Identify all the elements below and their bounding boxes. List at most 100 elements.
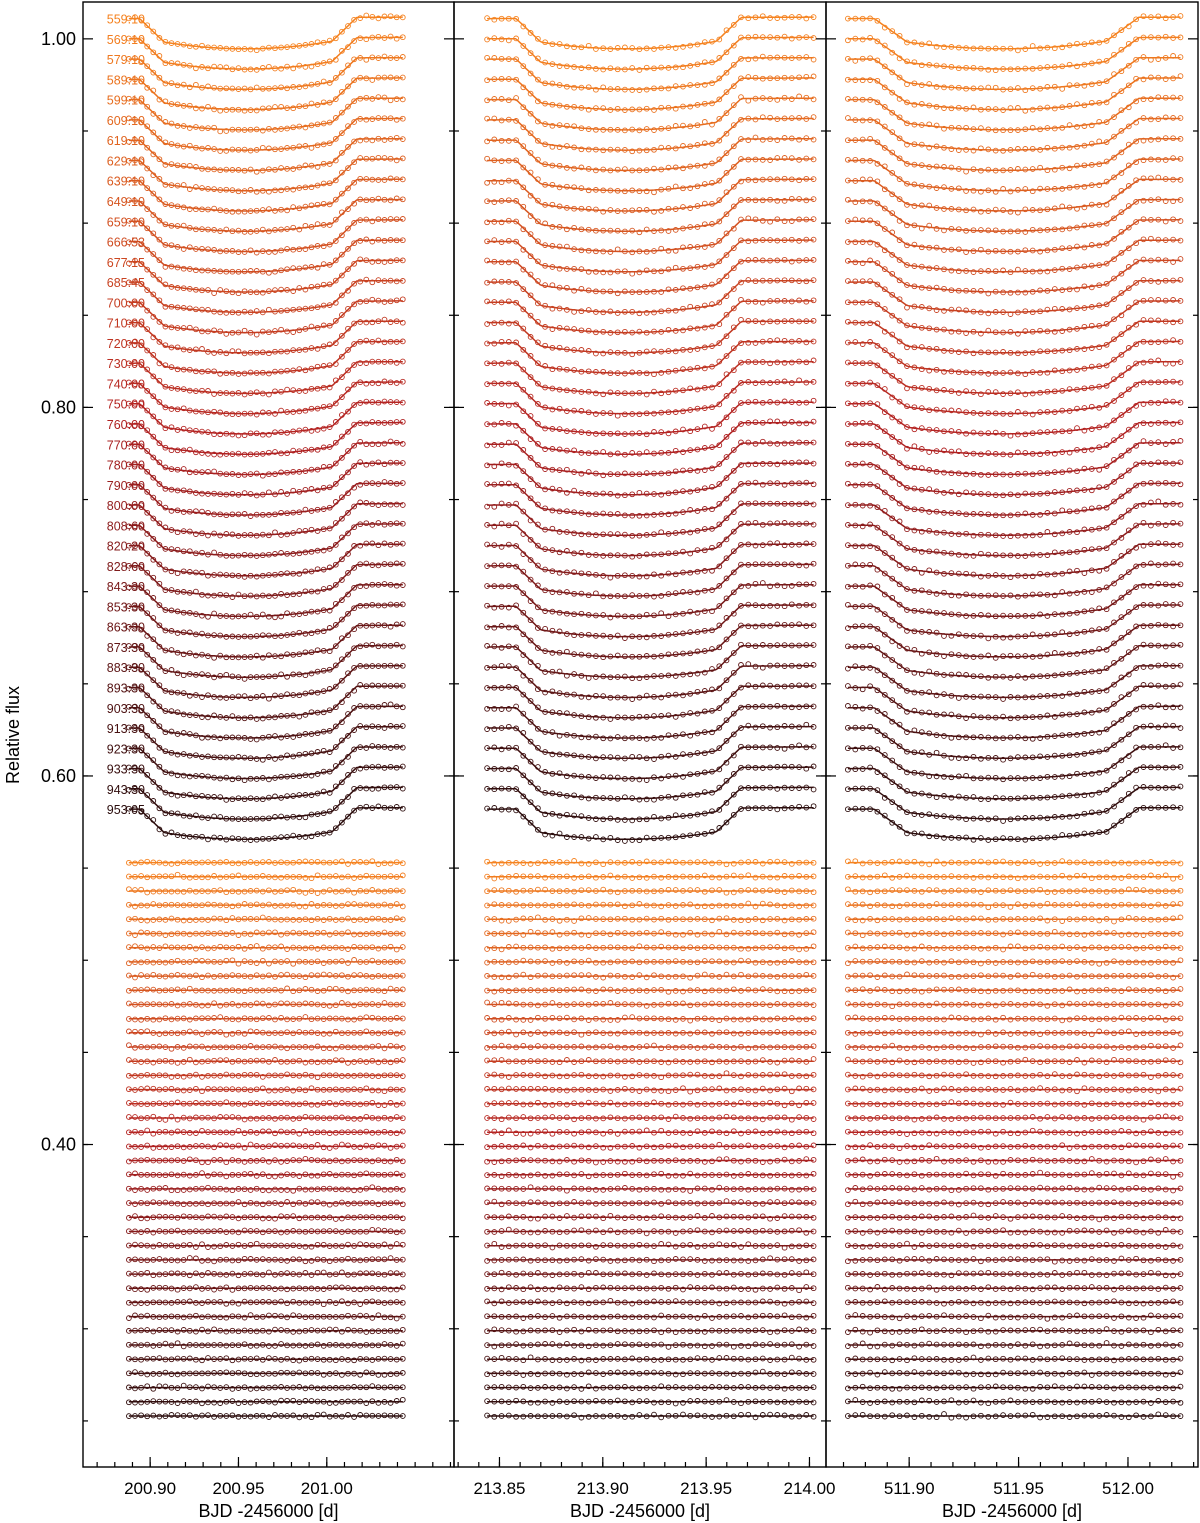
data-point	[381, 177, 388, 183]
data-point	[174, 203, 181, 210]
data-point	[357, 95, 364, 102]
data-point	[369, 522, 376, 528]
residual-point	[235, 960, 242, 967]
data-point	[332, 96, 339, 102]
residual-point	[247, 888, 254, 894]
data-point	[375, 15, 382, 22]
data-point	[314, 121, 321, 128]
residual-point	[193, 902, 199, 909]
residual-point	[205, 930, 211, 937]
data-point	[314, 142, 321, 149]
residual-point	[144, 958, 151, 965]
residual-point	[199, 916, 205, 923]
data-point	[199, 145, 205, 152]
residual-point	[308, 1130, 315, 1136]
data-point	[235, 126, 242, 133]
residual-point	[701, 958, 708, 964]
residual-point	[247, 1399, 254, 1406]
model-line-700.00	[128, 300, 403, 334]
residual-point	[144, 902, 151, 909]
data-point	[326, 201, 333, 208]
residual-point	[186, 959, 193, 965]
data-point	[308, 145, 315, 151]
data-point	[387, 74, 394, 81]
residual-point	[393, 973, 400, 979]
data-point	[339, 48, 345, 54]
residual-point	[241, 874, 248, 881]
data-point	[302, 143, 309, 149]
data-point	[168, 161, 175, 167]
residual-point	[186, 1172, 193, 1179]
residual-point	[199, 931, 205, 937]
data-point	[272, 227, 278, 233]
data-point	[284, 125, 290, 132]
residual-point	[193, 1270, 199, 1277]
data-point	[156, 53, 163, 59]
data-point	[796, 177, 802, 184]
residual-point	[162, 860, 169, 867]
data-point	[357, 723, 364, 729]
residual-point	[339, 1057, 345, 1064]
residual-point	[156, 1327, 163, 1333]
residual-point	[284, 930, 290, 937]
model-line-913.30	[128, 725, 403, 760]
data-point	[381, 94, 388, 101]
data-point	[278, 206, 284, 213]
residual-point	[186, 1355, 193, 1362]
residual-point	[339, 858, 345, 865]
residual-point	[387, 873, 394, 879]
data-point	[162, 181, 169, 188]
data-point	[752, 177, 759, 184]
residual-point	[387, 1100, 394, 1106]
residual-point	[174, 871, 181, 878]
data-point	[375, 55, 382, 61]
data-point	[235, 46, 242, 53]
data-point	[229, 126, 236, 133]
residual-point	[253, 1029, 260, 1035]
residual-point	[180, 888, 187, 895]
data-point	[241, 66, 248, 73]
residual-point	[767, 1016, 773, 1023]
residual-point	[381, 888, 388, 895]
residual-point	[272, 903, 278, 909]
residual-point	[505, 1015, 512, 1021]
residual-point	[217, 973, 224, 979]
data-point	[278, 103, 284, 110]
residual-point	[672, 903, 679, 909]
residual-point	[278, 902, 284, 909]
residual-point	[272, 1115, 278, 1122]
data-point	[156, 217, 163, 224]
residual-point	[399, 1284, 406, 1291]
residual-point	[320, 971, 327, 978]
residual-point	[180, 1314, 187, 1321]
data-point	[132, 137, 138, 143]
residual-point	[253, 1385, 260, 1392]
data-point	[259, 207, 266, 213]
residual-point	[253, 1371, 260, 1378]
data-point	[150, 49, 157, 56]
residual-point	[393, 1229, 400, 1236]
residual-point	[278, 874, 284, 881]
residual-point	[484, 858, 490, 865]
model-line-666.53	[128, 239, 403, 273]
residual-point	[247, 1343, 254, 1349]
residual-point	[614, 901, 621, 908]
residual-point	[781, 988, 788, 995]
residual-point	[351, 1016, 357, 1023]
residual-point	[716, 874, 723, 881]
residual-point	[272, 1286, 278, 1292]
data-point	[144, 84, 151, 91]
residual-point	[156, 1256, 163, 1262]
data-point	[253, 84, 260, 91]
data-point	[351, 159, 357, 166]
residual-point	[126, 901, 132, 908]
data-point	[290, 224, 297, 231]
data-point	[144, 43, 151, 50]
residual-point	[126, 916, 132, 923]
residual-point	[491, 974, 498, 980]
residual-point	[363, 917, 370, 923]
residual-point	[156, 916, 163, 923]
residual-point	[363, 931, 370, 937]
residual-point	[308, 1327, 315, 1333]
data-point	[150, 212, 157, 218]
